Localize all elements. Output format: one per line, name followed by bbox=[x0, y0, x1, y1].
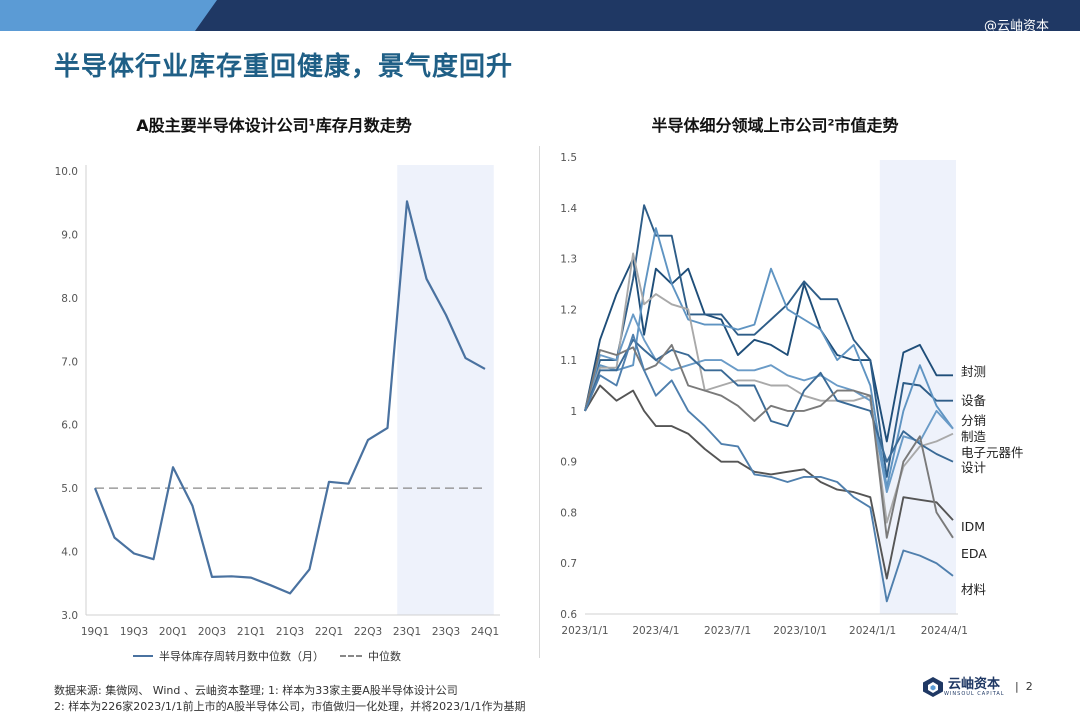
left-highlight-band bbox=[397, 165, 494, 615]
company-logo: 云岫资本 WINSOUL CAPITAL bbox=[922, 676, 1005, 698]
left-y-tick-label: 10.0 bbox=[55, 166, 78, 178]
right-series-name-label: EDA bbox=[961, 546, 987, 561]
right-y-tick-label: 0.9 bbox=[560, 457, 577, 469]
left-y-tick-label: 5.0 bbox=[61, 483, 78, 495]
left-x-tick-label: 20Q1 bbox=[159, 626, 187, 638]
left-series-line bbox=[93, 200, 486, 595]
right-series-line bbox=[584, 313, 954, 494]
source-note: 数据来源: 集微网、 Wind 、云岫资本整理; 1: 样本为33家主要A股半导… bbox=[54, 684, 458, 697]
left-y-tick-label: 4.0 bbox=[61, 547, 78, 559]
logo-subtext: WINSOUL CAPITAL bbox=[944, 690, 1005, 697]
sample-note: 2: 样本为226家2023/1/1前上市的A股半导体公司，市值做归一化处理，并… bbox=[54, 700, 526, 713]
right-series-line bbox=[584, 333, 954, 603]
left-x-tick-label: 22Q1 bbox=[315, 626, 343, 638]
right-y-tick-label: 1.4 bbox=[560, 203, 577, 215]
legend-series-label: 半导体库存周转月数中位数（月） bbox=[159, 650, 324, 663]
logo-text: 云岫资本 bbox=[948, 676, 1001, 692]
right-y-tick-label: 1.3 bbox=[560, 254, 577, 266]
right-y-tick-label: 1.2 bbox=[560, 304, 577, 316]
legend-reference-label: 中位数 bbox=[368, 650, 401, 663]
left-chart-title: A股主要半导体设计公司¹库存月数走势 bbox=[136, 116, 412, 135]
right-x-tick-label: 2024/4/1 bbox=[921, 625, 968, 637]
left-y-tick-label: 3.0 bbox=[61, 610, 78, 622]
right-series-name-label: 电子元器件 bbox=[961, 445, 1024, 460]
legend-dashed-swatch bbox=[340, 655, 362, 657]
top-banner bbox=[0, 0, 1080, 31]
right-series-name-label: 分销 bbox=[961, 413, 986, 428]
left-x-tick-label: 23Q3 bbox=[432, 626, 460, 638]
right-y-tick-label: 0.7 bbox=[560, 558, 577, 570]
right-highlight-band bbox=[879, 160, 956, 614]
page-title: 半导体行业库存重回健康，景气度回升 bbox=[54, 52, 514, 82]
right-series-line bbox=[584, 384, 954, 580]
left-y-tick-label: 8.0 bbox=[61, 293, 78, 305]
right-series-name-label: IDM bbox=[961, 519, 985, 534]
right-series-line bbox=[584, 227, 954, 489]
right-series-name-label: 设备 bbox=[961, 393, 987, 408]
right-series-name-label: 封测 bbox=[961, 364, 986, 379]
right-series-line bbox=[584, 204, 953, 478]
right-x-tick-label: 2023/4/1 bbox=[632, 625, 679, 637]
right-x-tick-label: 2023/7/1 bbox=[704, 625, 751, 637]
logo-mark-icon bbox=[923, 677, 943, 697]
watermark: @云岫资本 bbox=[984, 19, 1050, 34]
left-x-tick-label: 22Q3 bbox=[354, 626, 382, 638]
left-y-tick-label: 6.0 bbox=[61, 420, 78, 432]
right-x-tick-label: 2024/1/1 bbox=[849, 625, 896, 637]
right-series-line bbox=[584, 338, 954, 463]
left-x-tick-label: 21Q3 bbox=[276, 626, 304, 638]
right-x-tick-label: 2023/1/1 bbox=[561, 625, 608, 637]
left-x-tick-label: 20Q3 bbox=[198, 626, 226, 638]
right-x-tick-label: 2023/10/1 bbox=[773, 625, 827, 637]
right-y-tick-label: 1 bbox=[570, 406, 577, 418]
left-x-tick-label: 23Q1 bbox=[393, 626, 421, 638]
page-number-value: 2 bbox=[1025, 680, 1033, 693]
legend-solid-swatch bbox=[133, 655, 153, 657]
right-series-line bbox=[584, 257, 953, 443]
left-x-tick-label: 19Q3 bbox=[120, 626, 148, 638]
right-y-tick-label: 0.8 bbox=[560, 507, 577, 519]
left-x-tick-label: 19Q1 bbox=[81, 626, 109, 638]
chart-divider bbox=[539, 146, 540, 658]
right-y-tick-label: 1.5 bbox=[560, 152, 577, 164]
right-y-tick-label: 0.6 bbox=[560, 609, 577, 621]
left-chart-legend: 半导体库存周转月数中位数（月） 中位数 bbox=[133, 648, 401, 664]
page-separator: | bbox=[1015, 680, 1019, 693]
left-x-tick-label: 21Q1 bbox=[237, 626, 265, 638]
right-series-name-label: 设计 bbox=[961, 460, 986, 475]
left-x-tick-label: 24Q1 bbox=[471, 626, 499, 638]
left-y-tick-label: 9.0 bbox=[61, 229, 78, 241]
left-y-tick-label: 7.0 bbox=[61, 356, 78, 368]
right-series-name-label: 制造 bbox=[961, 429, 987, 444]
right-series-name-label: 材料 bbox=[961, 582, 987, 597]
page-number: | 2 bbox=[1015, 680, 1033, 693]
right-y-tick-label: 1.1 bbox=[560, 355, 577, 367]
right-chart-title: 半导体细分领域上市公司²市值走势 bbox=[651, 116, 899, 135]
right-series-line bbox=[584, 252, 954, 524]
